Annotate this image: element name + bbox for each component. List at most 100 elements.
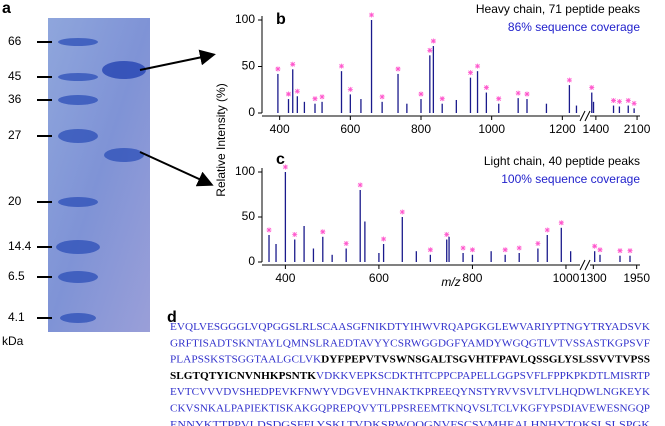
peptide-marker	[592, 243, 598, 249]
sequence: EVQLVESGGGLVQPGGSLRLSCAASGFNIKDTYIHWVRQA…	[170, 321, 650, 426]
peptide-marker	[275, 66, 281, 72]
peptide-marker	[469, 247, 475, 253]
chart-subtitle: 100% sequence coverage	[501, 172, 640, 186]
sequence-segment: CKVSNKALPAPIEKTISKAKGQPREPQVYTLPPSREEMTK…	[170, 402, 650, 414]
peptide-marker	[631, 100, 637, 106]
x-tick-label: 800	[462, 271, 482, 285]
x-tick-label: 1400	[583, 122, 610, 136]
y-tick-label: 50	[242, 59, 256, 73]
peptide-marker	[379, 94, 385, 100]
peptide-marker	[320, 229, 326, 235]
sequence-segment: VDKKVEPKSCDKTHTCPPCPAPELLGGPSVFLFPPKPKDT…	[316, 369, 650, 381]
peptide-marker	[627, 248, 633, 254]
peptide-marker	[496, 96, 502, 102]
y-tick-label: 100	[235, 164, 255, 178]
axis-break	[579, 259, 591, 271]
x-tick-label: 800	[411, 122, 431, 136]
gel	[48, 18, 216, 332]
peptide-marker	[347, 86, 353, 92]
x-tick-label: 1000	[553, 271, 580, 285]
peptide-marker	[290, 61, 296, 67]
sequence-segment: ENNYKTTPPVLDSDGSFFLYSKLTVDKSRWQQGNVFSCSV…	[170, 418, 650, 426]
peptide-marker	[617, 248, 623, 254]
sequence-line: EVTCVVVDVSHEDPEVKFNWYVDGVEVHNAKTKPREEQYN…	[170, 386, 650, 398]
sequence-segment: PLAPSSKSTSGGTAALGCLVK	[170, 353, 321, 365]
peptide-marker	[282, 164, 288, 170]
peptide-marker	[544, 227, 550, 233]
sequence-line: EVQLVESGGGLVQPGGSLRLSCAASGFNIKDTYIHWVRQA…	[170, 321, 650, 333]
peptide-marker	[625, 98, 631, 104]
peptide-marker	[395, 66, 401, 72]
gel-unit: kDa	[2, 334, 24, 348]
peptide-marker	[319, 94, 325, 100]
x-tick-label: 600	[369, 271, 389, 285]
x-tick-label: 400	[275, 271, 295, 285]
peptide-marker	[589, 85, 595, 91]
sequence-line: CKVSNKALPAPIEKTISKAKGQPREPQVYTLPPSREEMTK…	[170, 402, 650, 414]
peptide-marker	[524, 91, 530, 97]
chart-title: Light chain, 40 peptide peaks	[484, 154, 640, 168]
peptide-marker	[558, 220, 564, 226]
peptide-marker	[444, 232, 450, 237]
y-tick-label: 100	[235, 12, 255, 26]
peptide-marker	[312, 96, 318, 102]
sequence-segment: DYFPEPVTVSWNSGALTSGVHTFPAVLQSSGLYSLSSVVT…	[321, 353, 650, 365]
sequence-line: PLAPSSKSTSGGTAALGCLVK DYFPEPVTVSWNSGALTSG…	[170, 353, 650, 365]
sequence-line: SLGTQTYICNVNHKPSNTK VDKKVEPKSCDKTHTCPPCPA…	[170, 369, 650, 381]
marker-label: 6.5	[8, 269, 25, 283]
chart-subtitle: 86% sequence coverage	[508, 20, 640, 34]
x-tick-label: 1950	[623, 271, 650, 285]
peptide-marker	[515, 90, 521, 96]
chart-title: Heavy chain, 71 peptide peaks	[476, 2, 640, 16]
peptide-marker	[418, 91, 424, 97]
x-tick-label: 2100	[624, 122, 651, 136]
peptide-marker	[611, 98, 617, 104]
y-tick-label: 0	[248, 254, 255, 268]
peptide-marker	[343, 241, 349, 246]
axis-break	[579, 110, 591, 122]
panel-label: b	[276, 11, 286, 28]
panel-label: a	[2, 0, 11, 17]
peptide-marker	[475, 63, 481, 69]
peptide-marker	[439, 96, 445, 102]
peptide-marker	[286, 91, 291, 97]
peptide-marker	[294, 88, 300, 94]
sequence-line: GRFTISADTSKNTAYLQMNSLRAEDTAVYYCSRWGGDGFY…	[170, 337, 650, 349]
panel-label: c	[276, 151, 285, 168]
y-tick-label: 0	[248, 105, 255, 119]
peptide-marker	[460, 245, 466, 251]
peptide-marker	[597, 247, 603, 253]
y-tick-label: 50	[242, 209, 256, 223]
peptide-marker	[266, 227, 272, 233]
peptide-marker	[516, 245, 522, 251]
sequence-line: ENNYKTTPPVLDSDGSFFLYSKLTVDKSRWQQGNVFSCSV…	[170, 418, 650, 426]
sequence-segment: SLGTQTYICNVNHKPSNTK	[170, 369, 316, 381]
panel-label: d	[167, 309, 177, 326]
peptide-marker	[502, 247, 508, 253]
sequence-segment: GRFTISADTSKNTAYLQMNSLRAEDTAVYYCSRWGGDGFY…	[170, 337, 650, 349]
peptide-marker	[535, 241, 541, 246]
marker-label: 4.1	[8, 310, 25, 324]
x-tick-label: 1000	[478, 122, 505, 136]
peptide-marker	[292, 232, 298, 237]
x-axis-label: m/z	[441, 275, 460, 289]
peptide-marker	[566, 77, 572, 83]
peptide-marker	[399, 209, 405, 215]
peptide-marker	[369, 12, 375, 18]
peptide-marker	[381, 236, 387, 242]
peptide-marker	[483, 85, 489, 91]
x-tick-label: 1300	[580, 271, 607, 285]
x-tick-label: 400	[270, 122, 290, 136]
marker-label: 20	[8, 194, 22, 208]
gel-bands	[56, 38, 146, 323]
marker-label: 14.4	[8, 239, 32, 253]
x-tick-label: 1200	[549, 122, 576, 136]
peptide-marker	[427, 247, 433, 253]
marker-label: 36	[8, 92, 22, 106]
marker-label: 66	[8, 34, 22, 48]
marker-label: 45	[8, 69, 22, 83]
sequence-segment: EVTCVVVDVSHEDPEVKFNWYVDGVEVHNAKTKPREEQYN…	[170, 386, 650, 398]
peptide-marker	[339, 63, 344, 69]
peptide-marker	[357, 182, 363, 188]
